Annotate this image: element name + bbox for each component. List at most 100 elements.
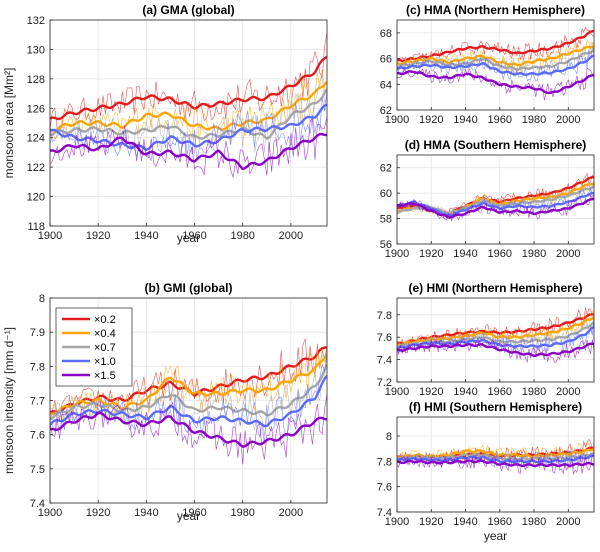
panel-title: (c) HMA (Northern Hemisphere): [406, 3, 585, 17]
panel-a: 1900 1920 1940 1960 1980 2000 118 120 122 124 126 1…: [2, 3, 328, 245]
smooth-line-a-2: [50, 88, 327, 140]
smooth-line-d-4: [397, 197, 594, 219]
y-tick-label: 62: [380, 163, 392, 175]
smooth-line-d-3: [397, 191, 594, 217]
y-tick-label: 8: [386, 431, 392, 443]
y-tick-label: 7.7: [30, 396, 45, 408]
axes-frame: [396, 416, 595, 513]
y-tick-label: 118: [27, 221, 45, 233]
x-tick-label: 1920: [419, 248, 443, 260]
y-tick-label: 56: [380, 239, 392, 251]
x-tick-label: 2000: [556, 516, 580, 528]
smooth-line-a-3: [50, 103, 327, 152]
y-tick-label: 7.9: [30, 327, 45, 339]
x-tick-label: 1940: [453, 386, 477, 398]
x-tick-label: 1920: [86, 230, 110, 242]
y-tick-label: 126: [27, 103, 45, 115]
x-tick-label: 1960: [488, 516, 512, 528]
smooth-line-c-1: [397, 45, 594, 67]
y-tick-label: 7.6: [377, 332, 392, 344]
annual-line-c-2: [397, 41, 594, 77]
smooth-line-e-1: [397, 316, 594, 347]
panel-b: 1900 1920 1940 1960 1980 2000 7.4 7.5 7.6 7.7 7.8 7…: [2, 281, 328, 523]
panel-title: (b) GMI (global): [145, 281, 233, 295]
panel-title: (d) HMA (Southern Hemisphere): [405, 138, 587, 152]
plot-area: [50, 32, 327, 179]
y-tick-label: 7.8: [377, 456, 392, 468]
legend-label: ×0.7: [94, 342, 116, 354]
y-tick-label: 7.2: [377, 377, 392, 389]
x-tick-label: 1900: [385, 114, 409, 126]
smooth-line-e-4: [397, 342, 594, 358]
x-tick-label: 1980: [230, 507, 254, 519]
series-f-4: [397, 454, 594, 476]
smooth-line-a-0: [50, 55, 327, 121]
axes-frame: [49, 19, 328, 227]
series-c-3: [397, 47, 594, 82]
smooth-line-b-2: [50, 364, 327, 421]
x-tick-label: 2000: [556, 386, 580, 398]
annual-line-b-0: [50, 338, 327, 421]
x-tick-label: 1940: [453, 114, 477, 126]
x-axis-label: year: [484, 529, 507, 543]
y-axis-label: monsoon area [Mm²]: [2, 68, 16, 179]
x-tick-label: 1980: [522, 386, 546, 398]
plot-area: [50, 338, 327, 465]
legend-label: ×0.4: [94, 328, 116, 340]
x-tick-label: 1940: [453, 248, 477, 260]
y-tick-label: 130: [27, 44, 45, 56]
y-tick-label: 7.8: [377, 310, 392, 322]
x-axis-label: year: [177, 509, 200, 523]
legend-label: ×1.0: [94, 356, 116, 368]
x-tick-label: 1960: [488, 248, 512, 260]
axes-frame: [396, 154, 595, 245]
x-tick-label: 1900: [385, 248, 409, 260]
y-tick-label: 132: [27, 15, 45, 27]
x-tick-label: 1920: [419, 516, 443, 528]
x-tick-label: 1980: [230, 230, 254, 242]
x-tick-label: 1920: [419, 114, 443, 126]
annual-line-d-4: [397, 193, 594, 222]
y-tick-label: 7.8: [30, 361, 45, 373]
panel-title: (e) HMI (Northern Hemisphere): [408, 281, 582, 295]
plot-area: [397, 438, 594, 476]
series-b-1: [50, 349, 327, 422]
x-axis-label: year: [177, 231, 200, 245]
series-a-0: [50, 32, 327, 130]
y-tick-label: 64: [380, 79, 392, 91]
y-tick-label: 7.4: [30, 498, 45, 510]
y-tick-label: 120: [27, 192, 45, 204]
y-tick-label: 68: [380, 28, 392, 40]
x-tick-label: 1980: [522, 114, 546, 126]
x-tick-label: 1960: [488, 114, 512, 126]
axes-frame: [396, 297, 595, 383]
panel-c: 1900 1920 1940 1960 1980 2000 62 64 66 68 (c) HMA …: [380, 3, 595, 126]
series-c-2: [397, 41, 594, 77]
y-tick-label: 7.6: [30, 430, 45, 442]
axes-frame: [396, 19, 595, 111]
series-a-3: [50, 90, 327, 162]
panel-title: (a) GMA (global): [142, 3, 234, 17]
smooth-line-b-4: [50, 411, 327, 448]
legend-label: ×0.2: [94, 314, 116, 326]
panel-e: 1900 1920 1940 1960 1980 2000 7.2 7.4 7.6 7.8 (e) …: [377, 281, 595, 398]
smooth-line-e-3: [397, 325, 594, 350]
plot-area: [397, 26, 594, 101]
legend-label: ×1.5: [94, 370, 116, 382]
smooth-line-c-2: [397, 49, 594, 71]
y-axis-label: monsoon intensity [mm d⁻¹]: [2, 327, 16, 474]
y-tick-label: 7.4: [377, 355, 392, 367]
x-tick-label: 2000: [279, 507, 303, 519]
series-c-4: [397, 67, 594, 101]
x-tick-label: 1900: [38, 507, 62, 519]
panel-f: 1900 1920 1940 1960 1980 2000 7.4 7.6 7.8 8 (f) HM…: [377, 400, 595, 543]
smooth-line-e-2: [397, 321, 594, 349]
series-a-4: [50, 116, 327, 179]
y-tick-label: 60: [380, 188, 392, 200]
smooth-line-f-4: [397, 459, 594, 468]
x-tick-label: 1940: [134, 230, 158, 242]
series-c-1: [397, 39, 594, 74]
y-tick-label: 7.5: [30, 464, 45, 476]
x-tick-label: 1900: [38, 230, 62, 242]
